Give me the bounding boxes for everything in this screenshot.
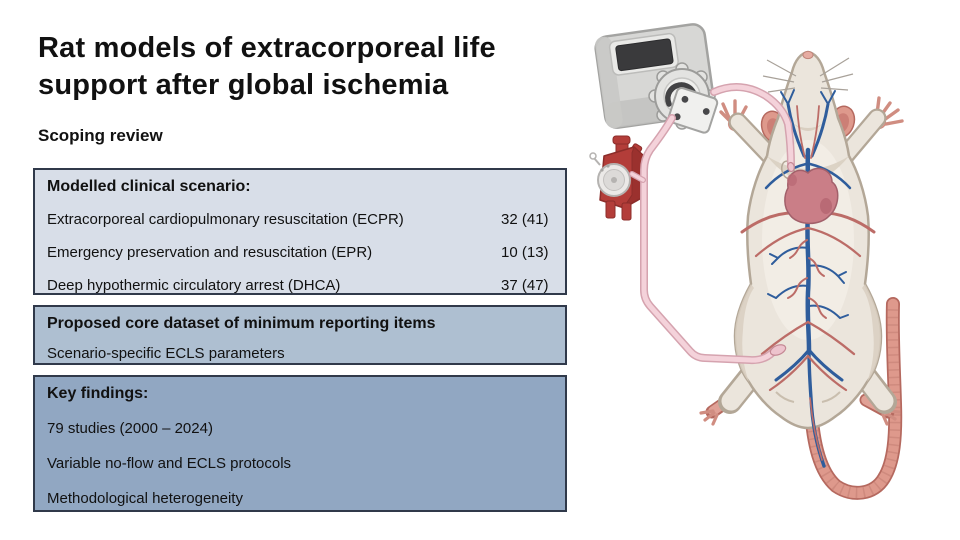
dataset-row: Scenario-specific ECLS parameters [47, 344, 553, 363]
rat-tail [804, 297, 903, 500]
subtitle: Scoping review [38, 126, 163, 145]
scenario-row-epr: Emergency preservation and resuscitation… [47, 243, 553, 262]
findings-row-protocols: Variable no-flow and ECLS protocols [47, 454, 553, 473]
peristaltic-pump-illustration [594, 23, 719, 134]
scenario-label: Emergency preservation and resuscitation… [47, 244, 373, 261]
findings-item: Variable no-flow and ECLS protocols [47, 455, 292, 472]
page-title: Rat models of extracorporeal life suppor… [38, 32, 496, 101]
pump-mount-plate [667, 87, 719, 134]
scenario-row-ecpr: Extracorporeal cardiopulmonary resuscita… [47, 210, 553, 229]
modelled-scenario-panel: Modelled clinical scenario: Extracorpore… [33, 168, 567, 295]
rat-heart [784, 167, 839, 225]
femoral-cannula-tip [769, 344, 787, 356]
oxygenator-membrane-face [589, 152, 631, 197]
rat-nose [802, 50, 814, 60]
scenario-count: 37 (47) [501, 277, 549, 294]
pump-screen [615, 38, 674, 72]
scenario-row-dhca: Deep hypothermic circulatory arrest (DHC… [47, 276, 553, 294]
findings-item: Methodological heterogeneity [47, 490, 243, 507]
scenario-label: Extracorporeal cardiopulmonary resuscita… [47, 211, 404, 228]
findings-heading: Key findings: [47, 385, 149, 402]
findings-row-studies: 79 studies (2000 – 2024) [47, 419, 553, 438]
key-findings-panel: Key findings: 79 studies (2000 – 2024) V… [33, 375, 567, 512]
findings-row-heterogeneity: Methodological heterogeneity [47, 489, 553, 508]
scenario-count: 10 (13) [501, 244, 549, 261]
jugular-cannula-tip [787, 161, 795, 173]
rat-whiskers [762, 57, 854, 93]
scenario-count: 32 (41) [501, 211, 549, 228]
scenario-label: Deep hypothermic circulatory arrest (DHC… [47, 277, 341, 294]
dataset-item: Scenario-specific ECLS parameters [47, 345, 285, 362]
rat-illustration [699, 50, 904, 500]
ecls-tubing [629, 83, 795, 365]
scenario-heading: Modelled clinical scenario: [47, 178, 251, 195]
findings-item: 79 studies (2000 – 2024) [47, 420, 213, 437]
core-dataset-panel: Proposed core dataset of minimum reporti… [33, 305, 567, 365]
dataset-heading: Proposed core dataset of minimum reporti… [47, 315, 436, 332]
ecls-rat-illustration [589, 23, 904, 500]
